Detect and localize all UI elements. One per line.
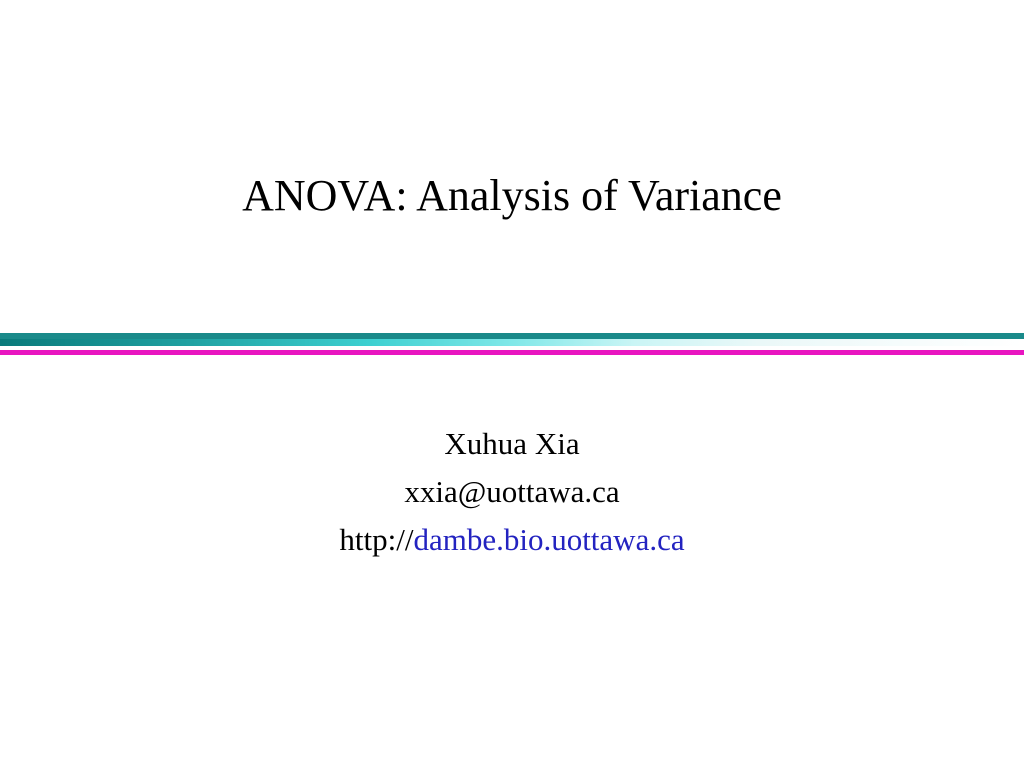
author-name: Xuhua Xia [0, 420, 1024, 468]
body-area: Xuhua Xia xxia@uottawa.ca http://dambe.b… [0, 420, 1024, 564]
slide-title: ANOVA: Analysis of Variance [0, 170, 1024, 221]
url-host[interactable]: dambe.bio.uottawa.ca [413, 522, 684, 557]
title-area: ANOVA: Analysis of Variance [0, 170, 1024, 221]
divider-bar-bottom [0, 350, 1024, 355]
divider-bar-gradient [0, 339, 1024, 346]
author-url: http://dambe.bio.uottawa.ca [0, 516, 1024, 564]
author-email: xxia@uottawa.ca [0, 468, 1024, 516]
divider [0, 333, 1024, 355]
url-prefix: http:// [339, 522, 413, 557]
